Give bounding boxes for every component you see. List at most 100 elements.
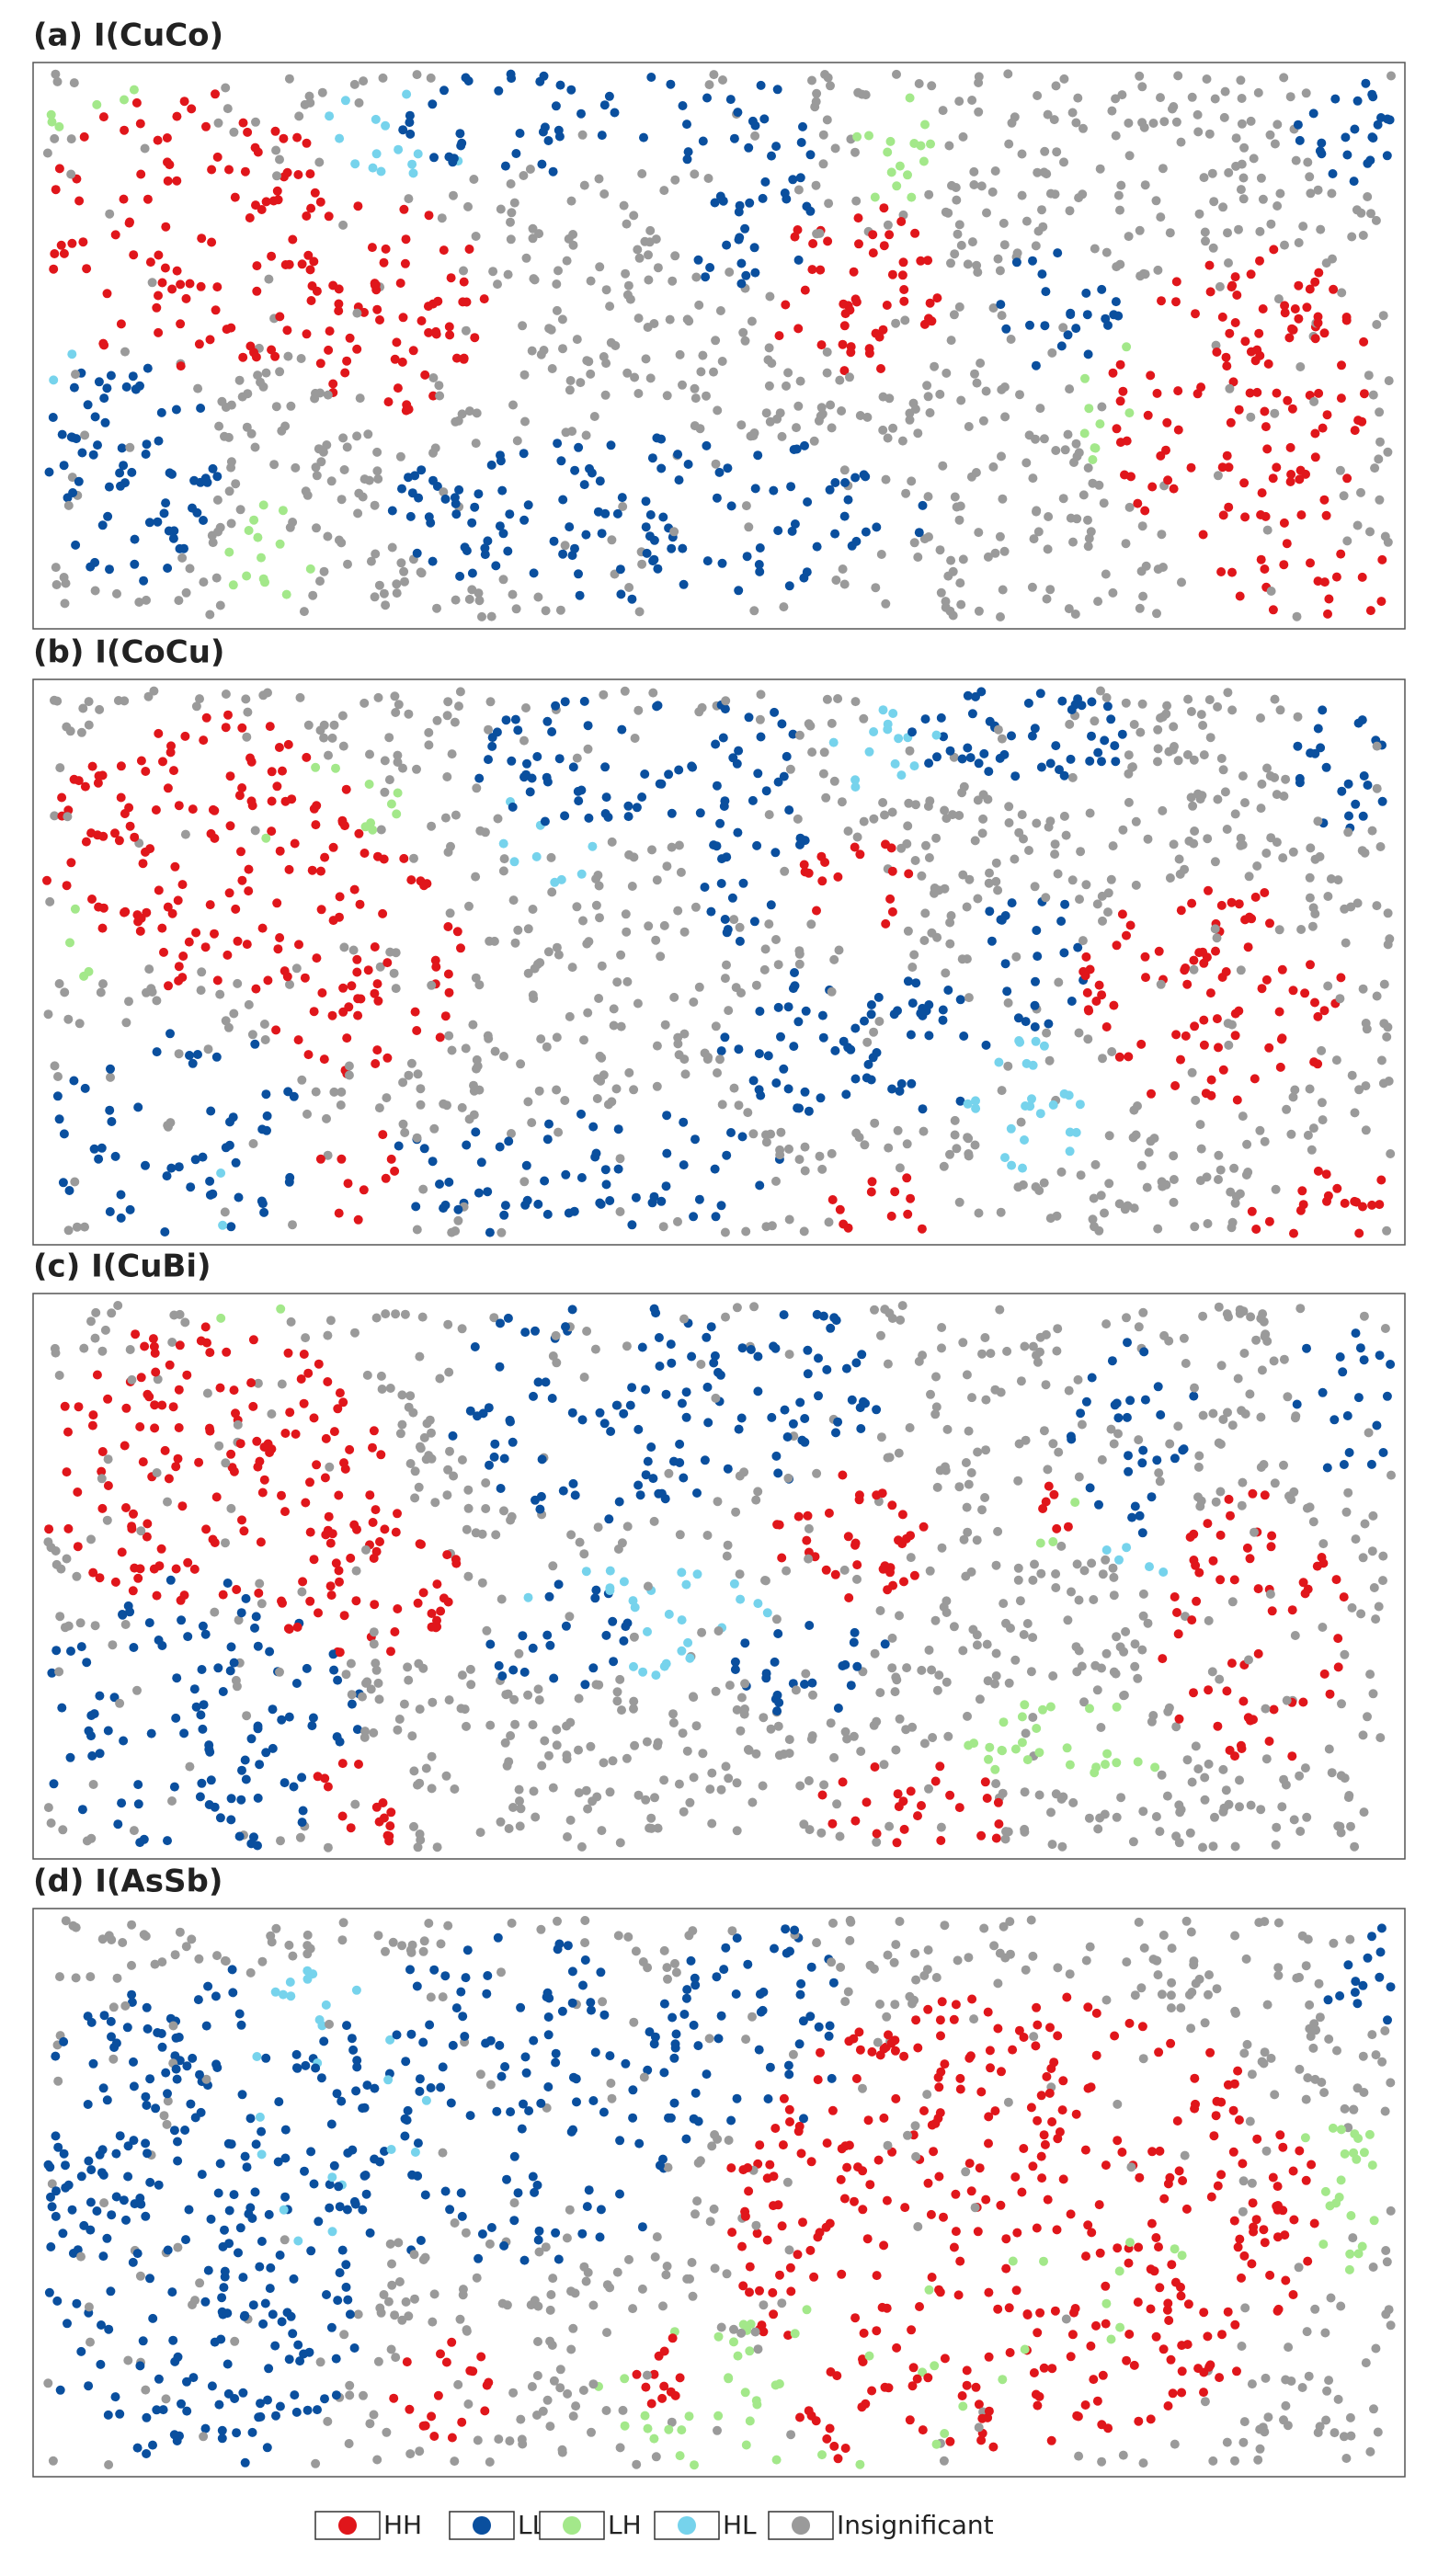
point — [622, 976, 633, 986]
point — [499, 1453, 509, 1464]
point — [702, 1332, 712, 1342]
point — [1049, 115, 1059, 125]
point — [1273, 201, 1283, 211]
point — [271, 1025, 281, 1035]
point — [381, 1309, 391, 1319]
point — [859, 713, 869, 724]
point — [141, 2092, 151, 2102]
point — [244, 999, 254, 1009]
point — [427, 980, 437, 990]
point — [1051, 446, 1061, 455]
point — [242, 940, 252, 950]
point — [869, 727, 879, 736]
point — [533, 592, 543, 602]
point — [963, 743, 973, 753]
point — [1211, 1497, 1221, 1507]
point — [955, 501, 965, 511]
point — [471, 872, 481, 882]
point — [305, 1477, 314, 1487]
point — [549, 2376, 559, 2386]
point — [125, 217, 134, 227]
map-frame — [32, 62, 1406, 630]
point — [756, 80, 766, 90]
point — [243, 127, 253, 137]
point — [148, 1334, 158, 1344]
point — [931, 833, 942, 843]
point — [982, 1794, 992, 1803]
point — [1099, 498, 1109, 508]
point — [1232, 2366, 1241, 2377]
point — [1298, 1578, 1308, 1588]
point — [1053, 248, 1063, 258]
point — [1107, 1356, 1117, 1366]
point — [359, 76, 369, 86]
point — [519, 370, 530, 380]
point — [163, 176, 173, 186]
point — [1368, 1689, 1378, 1699]
point — [977, 828, 987, 838]
point — [1239, 478, 1250, 488]
point — [432, 1579, 442, 1590]
point — [312, 1460, 322, 1470]
point — [599, 2107, 609, 2117]
point — [855, 849, 865, 860]
point — [1370, 463, 1380, 473]
point — [655, 1362, 665, 1371]
point — [102, 1515, 112, 1525]
point — [724, 1006, 734, 1016]
point — [1274, 925, 1284, 935]
point — [895, 1611, 904, 1621]
point — [1364, 370, 1374, 381]
point — [1091, 997, 1101, 1006]
point — [788, 1419, 798, 1429]
point — [46, 2192, 55, 2202]
point — [165, 468, 175, 478]
point — [534, 1086, 544, 1096]
point — [231, 1408, 240, 1419]
point — [811, 180, 821, 190]
point — [1084, 1006, 1094, 1016]
point — [63, 500, 74, 510]
point — [1138, 1611, 1148, 1621]
point — [404, 709, 414, 719]
point — [450, 717, 460, 727]
point — [1086, 2341, 1096, 2351]
point — [894, 1802, 904, 1812]
point — [110, 1577, 120, 1587]
point — [262, 1125, 271, 1135]
point — [86, 1833, 97, 1843]
point — [1022, 1619, 1033, 1628]
point — [130, 832, 140, 842]
point — [642, 548, 652, 558]
point — [400, 258, 410, 268]
point — [829, 1313, 839, 1323]
point — [371, 1505, 381, 1515]
point — [688, 762, 698, 772]
point — [314, 1608, 323, 1618]
point — [1058, 323, 1068, 333]
point — [530, 2187, 540, 2197]
point — [238, 2388, 248, 2398]
point — [794, 949, 805, 959]
point — [360, 849, 370, 858]
point — [51, 69, 61, 79]
point — [162, 1171, 172, 1181]
point — [338, 741, 348, 751]
point — [561, 1169, 571, 1180]
point — [347, 1690, 357, 1700]
point — [1343, 827, 1353, 838]
point — [681, 1387, 691, 1397]
point — [1067, 705, 1077, 714]
point — [439, 487, 449, 497]
point — [1174, 1714, 1184, 1724]
point — [850, 1023, 861, 1033]
point — [282, 167, 292, 177]
point — [51, 2051, 61, 2061]
point — [270, 1987, 280, 1997]
point — [440, 1011, 451, 1021]
point — [711, 1393, 721, 1403]
point — [1224, 1494, 1234, 1504]
point — [419, 881, 429, 891]
point — [833, 694, 843, 703]
point — [607, 837, 617, 847]
